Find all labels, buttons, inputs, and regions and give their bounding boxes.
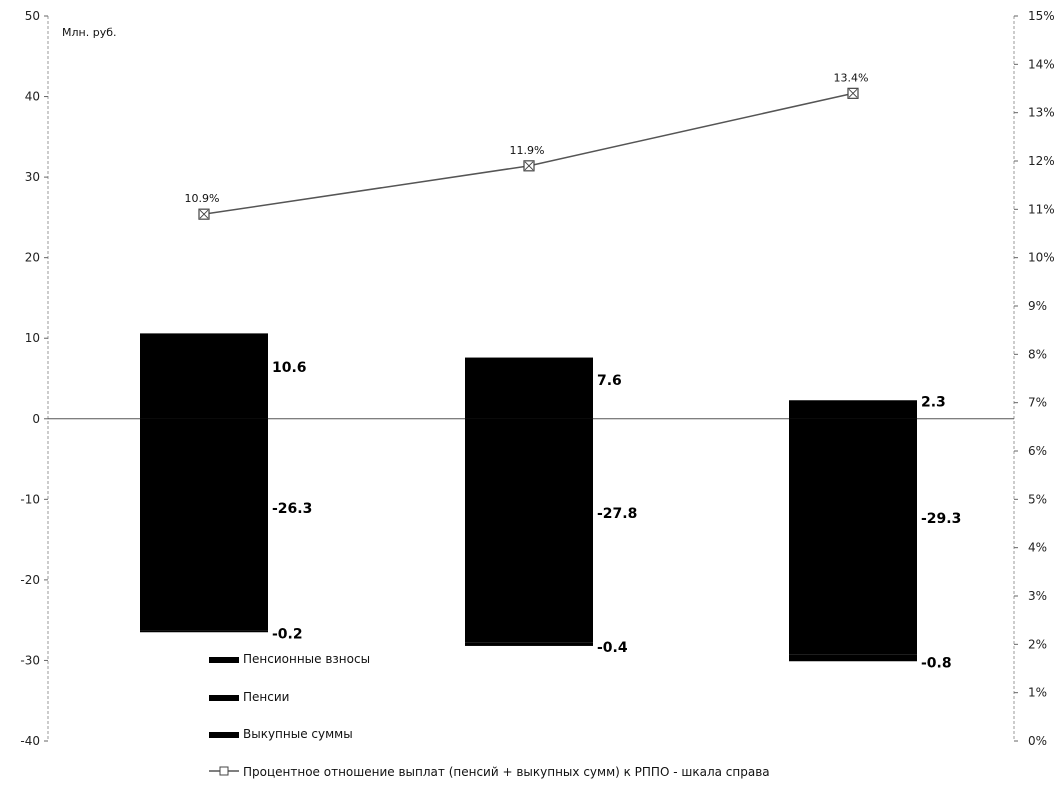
left-axis-tick-label: 30 xyxy=(25,170,40,184)
right-axis-tick-label: 10% xyxy=(1028,251,1055,265)
bar-buyout-sums xyxy=(140,630,268,633)
right-axis-tick-label: 8% xyxy=(1028,347,1047,361)
bar-pensions xyxy=(140,418,268,631)
left-axis-tick-label: -20 xyxy=(20,573,40,587)
bar-label-pensions: -26.3 xyxy=(272,501,312,517)
line-point-marker-cross xyxy=(524,161,534,171)
right-axis-tick-label: 7% xyxy=(1028,396,1047,410)
legend-label: Пенсии xyxy=(243,690,289,704)
right-axis-tick-label: 11% xyxy=(1028,202,1055,216)
legend-swatch xyxy=(209,657,239,663)
bar-buyout-sums xyxy=(465,642,593,646)
line-series: 10.9% 11.9% 13.4% xyxy=(185,71,869,220)
left-axis-tick-label: 0 xyxy=(32,412,40,426)
right-axis-tick-label: 3% xyxy=(1028,589,1047,603)
bar-label-contributions: 2.3 xyxy=(921,394,946,410)
legend-swatch xyxy=(209,695,239,701)
bar-label-contributions: 7.6 xyxy=(597,373,622,389)
legend-label: Процентное отношение выплат (пенсий + вы… xyxy=(243,765,770,779)
bar-label-pensions: -27.8 xyxy=(597,506,637,522)
line-point-marker-cross xyxy=(199,209,209,219)
legend-swatch xyxy=(209,732,239,738)
right-axis-tick-label: 6% xyxy=(1028,444,1047,458)
right-axis-tick-label: 5% xyxy=(1028,492,1047,506)
right-axis-tick-label: 14% xyxy=(1028,57,1055,71)
bar-label-buyouts: -0.2 xyxy=(272,626,303,642)
bar-label-contributions: 10.6 xyxy=(272,360,307,376)
bar-label-buyouts: -0.4 xyxy=(597,640,628,656)
left-axis: 50 40 30 20 10 0 -10 -20 -30 -40 xyxy=(20,9,49,748)
right-axis-tick-label: 13% xyxy=(1028,106,1055,120)
bar-pensions xyxy=(789,418,917,655)
right-axis-tick-label: 15% xyxy=(1028,9,1055,23)
bar-pension-contributions xyxy=(789,400,917,419)
bar-label-buyouts: -0.8 xyxy=(921,655,952,671)
left-axis-tick-label: -10 xyxy=(20,492,40,506)
left-axis-tick-label: -30 xyxy=(20,653,40,667)
legend-label: Пенсионные взносы xyxy=(243,652,370,666)
left-axis-tick-label: 10 xyxy=(25,331,40,345)
right-axis-tick-label: 0% xyxy=(1028,734,1047,748)
line-point-label: 13.4% xyxy=(834,71,869,84)
left-axis-tick-label: 20 xyxy=(25,251,40,265)
line-point-label: 11.9% xyxy=(510,144,545,157)
unit-label: Млн. руб. xyxy=(62,26,116,39)
line-point-marker-cross xyxy=(848,88,858,98)
right-axis-tick-label: 2% xyxy=(1028,637,1047,651)
line-point-label: 10.9% xyxy=(185,192,220,205)
legend-label: Выкупные суммы xyxy=(243,727,353,741)
bar-pension-contributions xyxy=(140,333,268,419)
right-axis-tick-label: 4% xyxy=(1028,541,1047,555)
right-axis-tick-label: 12% xyxy=(1028,154,1055,168)
left-axis-tick-label: -40 xyxy=(20,734,40,748)
bars: 10.6 -26.3 -0.2 7.6 -27.8 -0.4 2.3 -29.3 -0.8 xyxy=(140,333,961,671)
bar-pensions xyxy=(465,418,593,643)
bar-buyout-sums xyxy=(789,654,917,662)
legend: Пенсионные взносы Пенсии Выкупные суммы Про… xyxy=(209,652,770,779)
legend-line-marker xyxy=(219,766,229,776)
bar-pension-contributions xyxy=(465,357,593,419)
right-axis: 15% 14% 13% 12% 11% 10% 9% 8% 7% 6% 5% 4% 3% 2% 1% 0% xyxy=(1013,9,1055,748)
right-axis-tick-label: 9% xyxy=(1028,299,1047,313)
left-axis-tick-label: 50 xyxy=(25,9,40,23)
left-axis-tick-label: 40 xyxy=(25,90,40,104)
right-axis-tick-label: 1% xyxy=(1028,686,1047,700)
bar-label-pensions: -29.3 xyxy=(921,511,961,527)
